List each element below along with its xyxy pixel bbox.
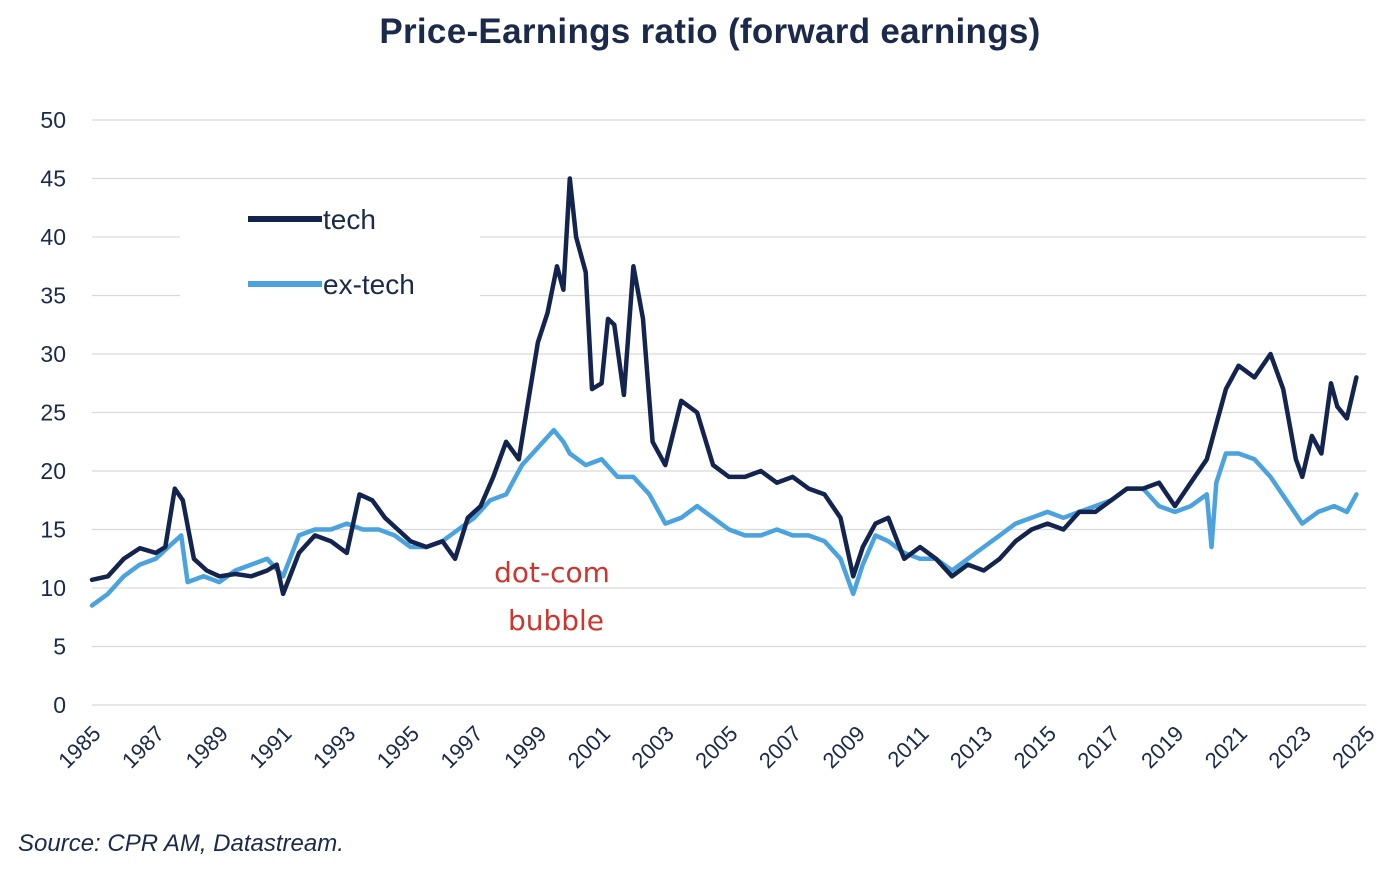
chart-title: Price-Earnings ratio (forward earnings) <box>379 12 1041 51</box>
y-tick-label: 45 <box>40 166 66 192</box>
x-tick-label: 2025 <box>1327 721 1379 773</box>
series-lines <box>89 176 1359 608</box>
y-tick-label: 20 <box>40 458 66 484</box>
x-tick-label: 1989 <box>181 721 233 773</box>
x-tick-label: 2017 <box>1072 721 1124 773</box>
x-tick-label: 1991 <box>244 721 296 773</box>
y-tick-label: 25 <box>40 400 66 426</box>
x-tick-label: 1997 <box>435 721 487 773</box>
x-tick-label: 2013 <box>945 721 997 773</box>
y-tick-label: 10 <box>40 575 66 601</box>
annotation-line-2: bubble <box>508 604 604 637</box>
y-axis-ticks: 0 5 10 15 20 25 30 35 40 45 50 <box>40 107 66 718</box>
source-note: Source: CPR AM, Datastream. <box>18 830 344 857</box>
x-tick-label: 1985 <box>53 721 105 773</box>
y-tick-label: 30 <box>40 341 66 367</box>
y-tick-label: 15 <box>40 517 66 543</box>
x-tick-label: 2023 <box>1264 721 1316 773</box>
x-tick-label: 2003 <box>627 721 679 773</box>
x-axis-ticks: 1985 1987 1989 1991 1993 1995 1997 1999 2001 2003… <box>53 721 1379 773</box>
y-tick-label: 5 <box>53 634 66 660</box>
x-tick-label: 2007 <box>754 721 806 773</box>
x-tick-label: 1993 <box>308 721 360 773</box>
annotation-line-1: dot-com <box>494 556 610 589</box>
x-tick-label: 1999 <box>499 721 551 773</box>
legend: tech ex-tech <box>180 185 480 310</box>
x-tick-label: 2005 <box>690 721 742 773</box>
legend-background <box>180 185 480 310</box>
x-tick-label: 1987 <box>117 721 169 773</box>
series-line-ex-tech <box>89 427 1359 608</box>
y-tick-label: 35 <box>40 283 66 309</box>
x-tick-label: 2011 <box>883 721 934 772</box>
y-tick-label: 0 <box>53 692 66 718</box>
legend-label-tech: tech <box>323 204 376 235</box>
x-tick-label: 2009 <box>818 721 870 773</box>
x-tick-label: 2021 <box>1200 721 1252 773</box>
x-tick-label: 2001 <box>563 721 615 773</box>
x-tick-label: 2019 <box>1136 721 1188 773</box>
legend-label-ex-tech: ex-tech <box>323 269 415 300</box>
series-line-tech <box>89 176 1359 597</box>
x-tick-label: 1995 <box>372 721 424 773</box>
y-tick-label: 40 <box>40 224 66 250</box>
x-tick-label: 2015 <box>1009 721 1061 773</box>
y-tick-label: 50 <box>40 107 66 133</box>
